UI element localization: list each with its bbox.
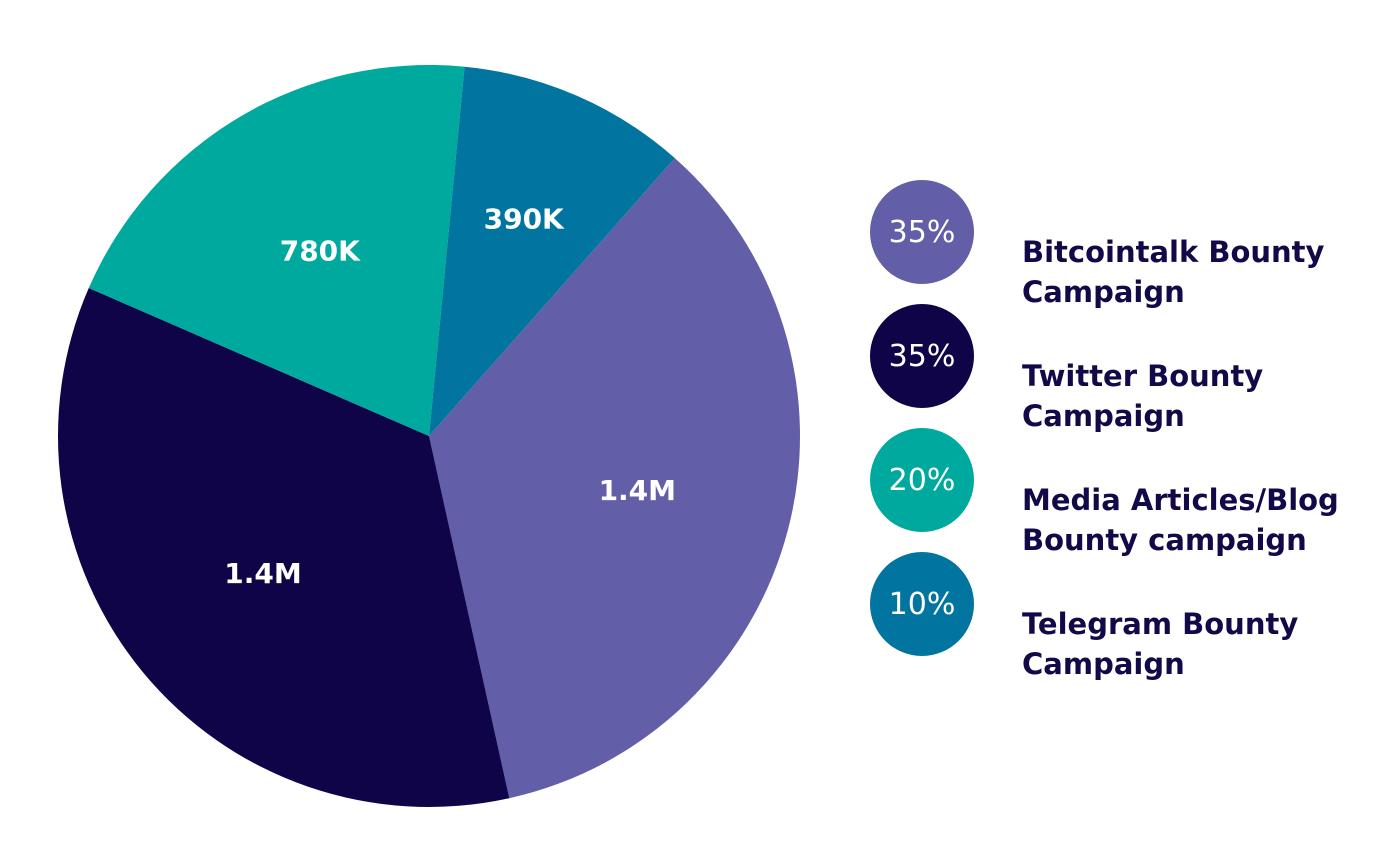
legend-item-twitter: 35% Twitter Bounty Campaign [870,304,1370,433]
legend-item-bitcointalk: 35% Bitcointalk Bounty Campaign [870,180,1370,309]
slice-value-label: 1.4M [599,474,676,507]
legend-label: Telegram Bounty Campaign [1022,607,1299,681]
legend-badge: 35% [870,304,974,408]
pie-slice [57,288,510,808]
legend-label: Bitcointalk Bounty Campaign [1022,235,1325,309]
legend-badge: 35% [870,180,974,284]
legend-item-telegram: 10% Telegram Bounty Campaign [870,552,1370,681]
pie-slice [88,65,465,436]
legend-badge: 20% [870,428,974,532]
legend-item-media: 20% Media Articles/Blog Bounty campaign [870,428,1370,557]
legend-label: Media Articles/Blog Bounty campaign [1022,483,1339,557]
legend-label: Twitter Bounty Campaign [1022,359,1264,433]
pie-slice [429,66,675,437]
legend-badge: 10% [870,552,974,656]
slice-value-label: 1.4M [224,557,301,590]
pie-slice [429,158,800,799]
slice-value-label: 780K [280,235,361,268]
slice-value-label: 390K [484,202,565,235]
pie-chart: 1.4M 1.4M 780K 390K [57,65,800,808]
